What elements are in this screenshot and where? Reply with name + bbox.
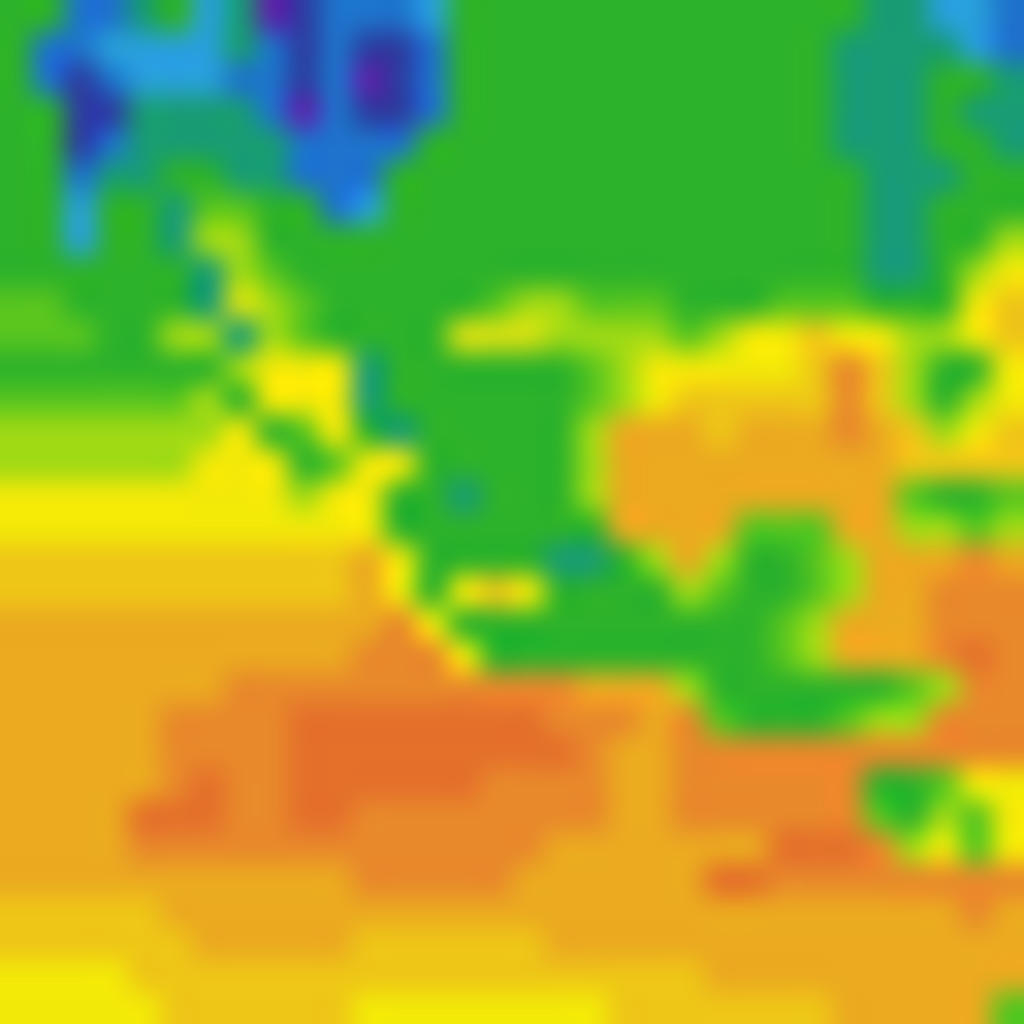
temperature-heatmap-canvas [0, 0, 1024, 1024]
weather-map-stage [0, 0, 1024, 1024]
